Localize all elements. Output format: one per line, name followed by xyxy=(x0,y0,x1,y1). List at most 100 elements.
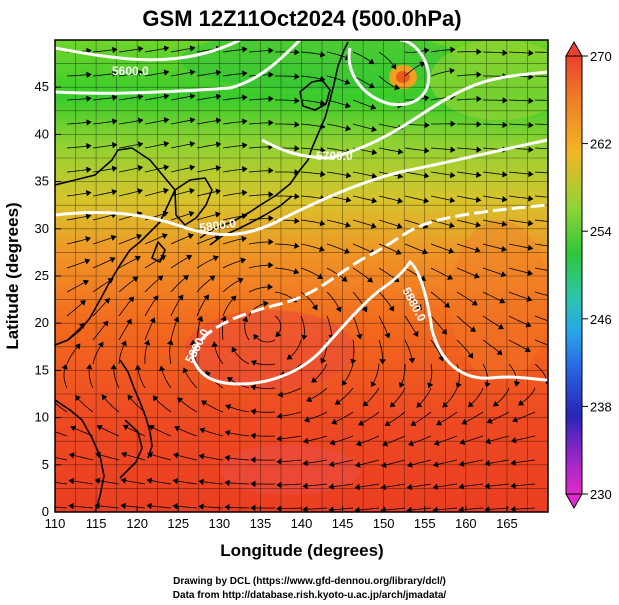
y-tick-label: 35 xyxy=(35,174,49,189)
streamline-arrowhead xyxy=(423,197,430,204)
figure-title: GSM 12Z11Oct2024 (500.0hPa) xyxy=(142,6,461,31)
streamline-arrowhead xyxy=(301,334,308,341)
streamline-arrowhead xyxy=(341,379,348,386)
streamline-arrowhead xyxy=(188,210,195,218)
streamline-arrowhead xyxy=(397,148,404,155)
contour-label-5800: 5800.0 xyxy=(198,216,237,235)
streamline-arrowhead xyxy=(424,121,430,129)
streamline-arrowhead xyxy=(370,381,377,388)
contour-5600-a xyxy=(55,40,241,62)
x-tick-label: 165 xyxy=(496,516,518,531)
streamline-arrowhead xyxy=(163,187,169,195)
streamline-arrowhead xyxy=(186,254,193,261)
streamline-arrowhead xyxy=(331,418,338,425)
streamline-arrowhead xyxy=(469,326,476,332)
colorbar-tick-label: 238 xyxy=(590,399,612,414)
streamline xyxy=(534,267,548,271)
streamline-arrowhead xyxy=(120,340,127,347)
colorbar-scale xyxy=(565,55,583,495)
streamline-arrowhead xyxy=(203,294,210,301)
streamline-arrowhead xyxy=(209,275,216,282)
colorbar-tick-label: 246 xyxy=(590,312,612,327)
streamline-arrowhead xyxy=(484,506,490,512)
colorbar-tick-label: 254 xyxy=(590,224,612,239)
streamline-arrowhead xyxy=(137,188,144,195)
streamline-arrowhead xyxy=(467,352,474,359)
streamline-arrowhead xyxy=(268,215,274,222)
streamline-arrowhead xyxy=(476,121,482,128)
streamline-arrowhead xyxy=(328,506,334,512)
streamline xyxy=(534,147,548,150)
streamline-arrowhead xyxy=(528,97,534,105)
contour-5800 xyxy=(55,138,548,236)
streamline-arrowhead xyxy=(137,164,144,172)
contour-5880-loop xyxy=(190,259,548,386)
streamline-arrowhead xyxy=(143,339,151,346)
streamline-arrowhead xyxy=(253,333,260,340)
streamline-arrowhead xyxy=(394,84,401,91)
streamline-arrowhead xyxy=(501,220,508,228)
streamline-arrowhead xyxy=(350,358,357,365)
streamline-arrowhead xyxy=(250,408,256,415)
hokkaido-coast xyxy=(299,79,331,111)
streamline-arrowhead xyxy=(345,221,351,228)
streamline-arrowhead xyxy=(344,78,351,85)
indochina-coast xyxy=(55,399,105,512)
streamline-arrowhead xyxy=(163,69,170,76)
streamline-arrowhead xyxy=(371,197,378,204)
streamline-arrowhead xyxy=(528,49,534,57)
streamline-arrowhead xyxy=(397,172,404,180)
streamline-arrowhead xyxy=(432,483,439,491)
streamline-arrowhead xyxy=(368,58,375,65)
streamline-arrowhead xyxy=(510,482,516,489)
colorbar-top-arrow xyxy=(565,40,583,57)
streamline-arrowhead xyxy=(528,170,534,178)
y-axis-label: Latitude (degrees) xyxy=(3,202,22,349)
streamline-arrowhead xyxy=(242,70,248,77)
colorbar-bottom-arrow xyxy=(565,493,583,510)
streamline-arrowhead xyxy=(215,165,222,172)
streamline-arrowhead xyxy=(152,395,159,402)
streamline-arrowhead xyxy=(412,330,419,337)
streamline-arrowhead xyxy=(424,147,430,154)
streamline-arrowhead xyxy=(126,318,132,325)
streamline-arrowhead xyxy=(167,339,174,346)
streamline-arrowhead xyxy=(242,142,248,149)
streamline-arrowhead xyxy=(211,341,218,347)
streamline-arrowhead xyxy=(354,483,361,491)
colorbar-tick-label: 230 xyxy=(590,487,612,502)
streamline-arrowhead xyxy=(476,71,482,78)
streamline-arrowhead xyxy=(276,435,282,442)
streamline-arrowhead xyxy=(149,317,156,324)
streamline-arrowhead xyxy=(250,456,256,464)
streamline-arrowhead xyxy=(384,332,391,339)
streamline-arrowhead xyxy=(475,221,482,228)
streamline-arrowhead xyxy=(86,143,92,150)
china-coast xyxy=(55,147,176,346)
streamline-arrowhead xyxy=(502,171,508,178)
streamline-arrowhead xyxy=(86,166,92,173)
philippines-south-coast xyxy=(119,419,143,479)
streamline-arrowhead xyxy=(148,424,155,431)
coastlines xyxy=(55,41,349,512)
streamline-arrowhead xyxy=(294,48,300,56)
streamline-arrowhead xyxy=(212,255,219,262)
streamline-arrowhead xyxy=(370,103,377,110)
streamline-arrowhead xyxy=(499,297,506,304)
streamline-arrowhead xyxy=(441,328,448,335)
streamline-arrowhead xyxy=(189,164,196,171)
streamline-arrowhead xyxy=(268,47,274,54)
x-tick-label: 155 xyxy=(414,516,436,531)
streamline-arrowhead xyxy=(104,297,111,304)
streamline-arrowhead xyxy=(250,480,256,488)
streamline-arrowhead xyxy=(163,164,170,171)
streamline-arrowhead xyxy=(157,275,164,282)
streamline-arrowhead xyxy=(345,172,352,179)
streamline-arrowhead xyxy=(328,461,335,468)
streamline-arrowhead xyxy=(555,195,559,200)
streamline xyxy=(534,339,548,346)
streamline-arrowhead xyxy=(553,345,558,350)
streamline-arrowhead xyxy=(109,257,116,263)
streamline-arrowhead xyxy=(475,196,482,203)
streamline-arrowhead xyxy=(163,93,170,100)
